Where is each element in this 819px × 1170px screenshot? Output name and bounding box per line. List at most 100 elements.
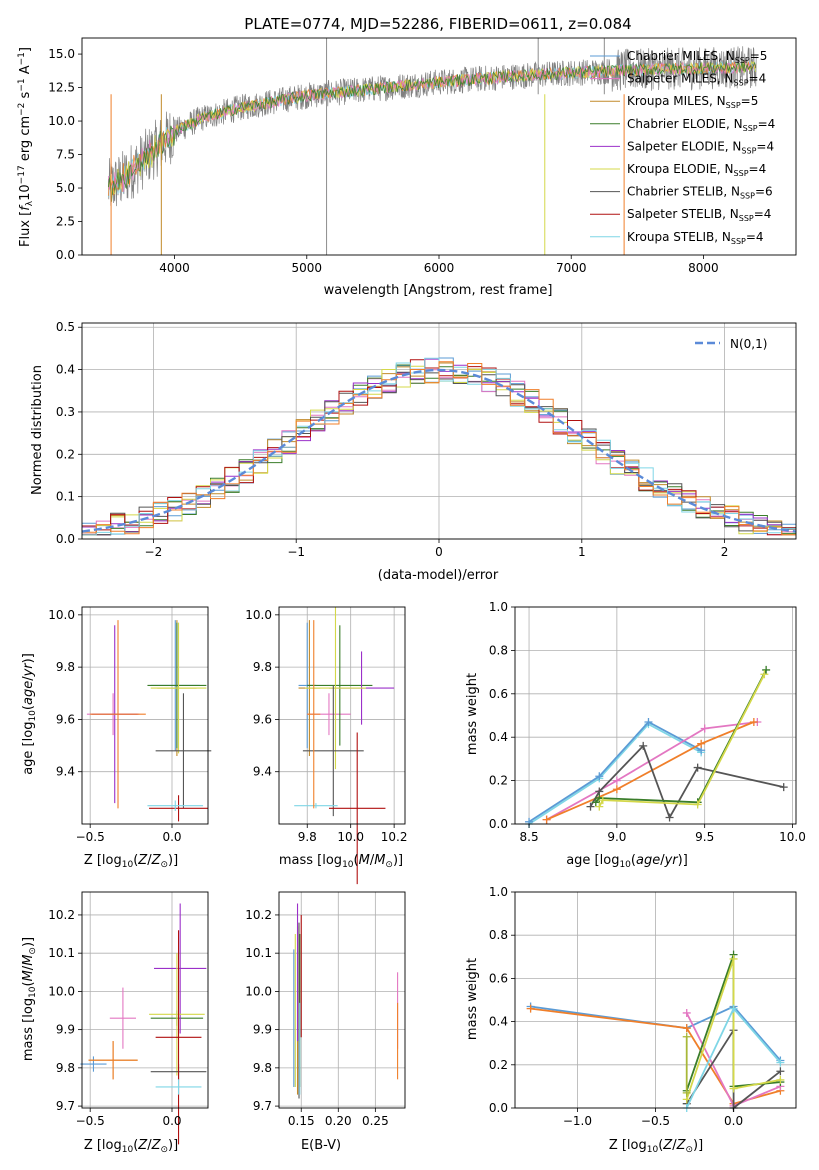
weight-marker bbox=[760, 670, 769, 679]
x-tick-label: 0.15 bbox=[288, 1114, 315, 1128]
y-tick-label: 0.2 bbox=[56, 447, 75, 461]
weight-vs-age-xlabel: age [log10(age/yr)] bbox=[566, 853, 688, 870]
weight-marker bbox=[595, 772, 604, 781]
normal-curve bbox=[81, 368, 797, 533]
axes-frame bbox=[514, 891, 797, 1109]
residuals-ylabel: Normed distribution bbox=[30, 365, 45, 495]
y-tick-label: 9.8 bbox=[56, 660, 75, 674]
axes-frame bbox=[278, 891, 406, 1109]
x-tick-label: −1.0 bbox=[563, 1114, 592, 1128]
x-tick-label: 10.0 bbox=[779, 830, 806, 844]
mass-vs-ebv-panel: 0.15 0.20 0.25 9.7 9.8 9.9 10.0 10.1 10.2 E(B-V) bbox=[245, 891, 406, 1153]
weight-marker bbox=[682, 1024, 691, 1033]
weight-marker bbox=[612, 785, 621, 794]
axes-frame bbox=[81, 322, 797, 540]
weight-marker bbox=[749, 718, 758, 727]
weight-series bbox=[589, 744, 784, 820]
y-tick-label: 0.5 bbox=[56, 320, 75, 334]
weight-marker bbox=[682, 1032, 691, 1041]
legend-label: Chabrier MILES, NSSP=5 bbox=[627, 49, 767, 65]
axes-frame bbox=[278, 606, 406, 825]
legend-label: Chabrier STELIB, NSSP=6 bbox=[627, 185, 773, 201]
age-vs-z-panel: −0.5 0.0 9.4 9.6 9.8 10.0 Z [log10(Z/Z⊙)] age… bbox=[21, 606, 212, 870]
axes-frame bbox=[514, 606, 797, 825]
legend-label: Kroupa ELODIE, NSSP=4 bbox=[627, 162, 766, 178]
x-tick-label: 10.0 bbox=[337, 830, 364, 844]
y-tick-label: 0.2 bbox=[489, 1058, 508, 1072]
legend-label: Kroupa MILES, NSSP=5 bbox=[627, 94, 758, 110]
y-tick-label: 2.5 bbox=[56, 215, 75, 229]
x-tick-label: 10.2 bbox=[381, 830, 408, 844]
y-tick-label: 0.2 bbox=[489, 774, 508, 788]
y-tick-label: 10.1 bbox=[245, 946, 272, 960]
weight-series bbox=[528, 723, 702, 825]
weight-marker bbox=[776, 1067, 785, 1076]
mass-vs-z-panel: −0.5 0.0 9.7 9.8 9.9 10.0 10.1 10.2 Z [log10(Z/… bbox=[21, 891, 209, 1155]
x-tick-label: 2 bbox=[721, 545, 729, 559]
x-tick-label: −0.5 bbox=[76, 830, 105, 844]
x-tick-label: 6000 bbox=[424, 261, 455, 275]
weight-marker bbox=[729, 1004, 738, 1013]
y-tick-label: 10.2 bbox=[48, 908, 75, 922]
x-tick-label: 0.0 bbox=[162, 1114, 181, 1128]
spectrum-panel: 4000 5000 6000 7000 8000 0.0 2.5 5.0 7.5 10.0 12.5… bbox=[17, 37, 797, 298]
weight-series bbox=[530, 1005, 782, 1062]
weight-vs-z-panel: −1.0 −0.5 0.0 0.0 0.2 0.4 0.6 0.8 1.0 Z [log10(Z… bbox=[465, 885, 797, 1155]
legend-label: Kroupa STELIB, NSSP=4 bbox=[627, 230, 764, 246]
axes-frame bbox=[81, 37, 797, 256]
y-tick-label: 9.4 bbox=[253, 765, 272, 779]
weight-marker bbox=[729, 1084, 738, 1093]
x-tick-label: −0.5 bbox=[641, 1114, 670, 1128]
y-tick-label: 10.0 bbox=[48, 114, 75, 128]
residual-histogram bbox=[82, 361, 796, 536]
y-tick-label: 10.2 bbox=[245, 908, 272, 922]
y-tick-label: 0.4 bbox=[489, 730, 508, 744]
y-tick-label: 0.6 bbox=[489, 971, 508, 985]
x-tick-label: −0.5 bbox=[76, 1114, 105, 1128]
weight-series bbox=[685, 958, 781, 1100]
y-tick-label: 0.1 bbox=[56, 490, 75, 504]
weight-marker bbox=[598, 796, 607, 805]
age-vs-mass-panel: 9.8 10.0 10.2 9.4 9.6 9.8 10.0 mass [log10(M/M… bbox=[245, 606, 408, 885]
y-tick-label: 0.4 bbox=[489, 1015, 508, 1029]
y-tick-label: 9.6 bbox=[253, 712, 272, 726]
axes-frame bbox=[81, 606, 209, 825]
y-tick-label: 0.6 bbox=[489, 687, 508, 701]
weight-marker bbox=[682, 1008, 691, 1017]
x-tick-label: 9.5 bbox=[695, 830, 714, 844]
weight-marker bbox=[776, 1058, 785, 1067]
weight-marker bbox=[682, 1088, 691, 1097]
age-vs-mass-xlabel: mass [log10(M/M⊙)] bbox=[279, 853, 403, 870]
x-tick-label: 1 bbox=[578, 545, 586, 559]
weight-vs-age-panel: 8.5 9.0 9.5 10.0 0.0 0.2 0.4 0.6 0.8 1.0 age [log… bbox=[465, 600, 806, 870]
y-tick-label: 0.3 bbox=[56, 405, 75, 419]
weight-marker bbox=[612, 776, 621, 785]
legend-label: Salpeter STELIB, NSSP=4 bbox=[627, 207, 771, 223]
age-vs-z-ylabel: age [log10(age/yr)] bbox=[21, 653, 38, 775]
y-tick-label: 0.8 bbox=[489, 643, 508, 657]
residuals-panel: −2 −1 0 1 2 0.0 0.1 0.2 0.3 0.4 0.5 N(0,1) (data-m… bbox=[30, 320, 797, 583]
weight-marker bbox=[776, 1075, 785, 1084]
y-tick-label: 10.0 bbox=[48, 608, 75, 622]
model-spectrum bbox=[108, 61, 757, 202]
x-tick-label: 0.0 bbox=[724, 1114, 743, 1128]
figure-title: PLATE=0774, MJD=52286, FIBERID=0611, z=0… bbox=[244, 15, 631, 33]
x-tick-label: 0.0 bbox=[162, 830, 181, 844]
spectrum-xlabel: wavelength [Angstrom, rest frame] bbox=[324, 283, 553, 298]
x-tick-label: 9.0 bbox=[607, 830, 626, 844]
x-tick-label: 8.5 bbox=[520, 830, 539, 844]
weight-marker bbox=[595, 802, 604, 811]
y-tick-label: 12.5 bbox=[48, 81, 75, 95]
y-tick-label: 15.0 bbox=[48, 47, 75, 61]
mass-vs-z-xlabel: Z [log10(Z/Z⊙)] bbox=[84, 1138, 178, 1155]
legend-label: Salpeter MILES, NSSP=4 bbox=[627, 72, 766, 88]
y-tick-label: 10.0 bbox=[245, 984, 272, 998]
y-tick-label: 10.0 bbox=[245, 608, 272, 622]
weight-vs-z-ylabel: mass weight bbox=[465, 958, 480, 1040]
y-tick-label: 10.1 bbox=[48, 946, 75, 960]
y-tick-label: 1.0 bbox=[489, 885, 508, 899]
weight-marker bbox=[542, 815, 551, 824]
weight-series bbox=[546, 721, 755, 821]
weight-marker bbox=[644, 718, 653, 727]
